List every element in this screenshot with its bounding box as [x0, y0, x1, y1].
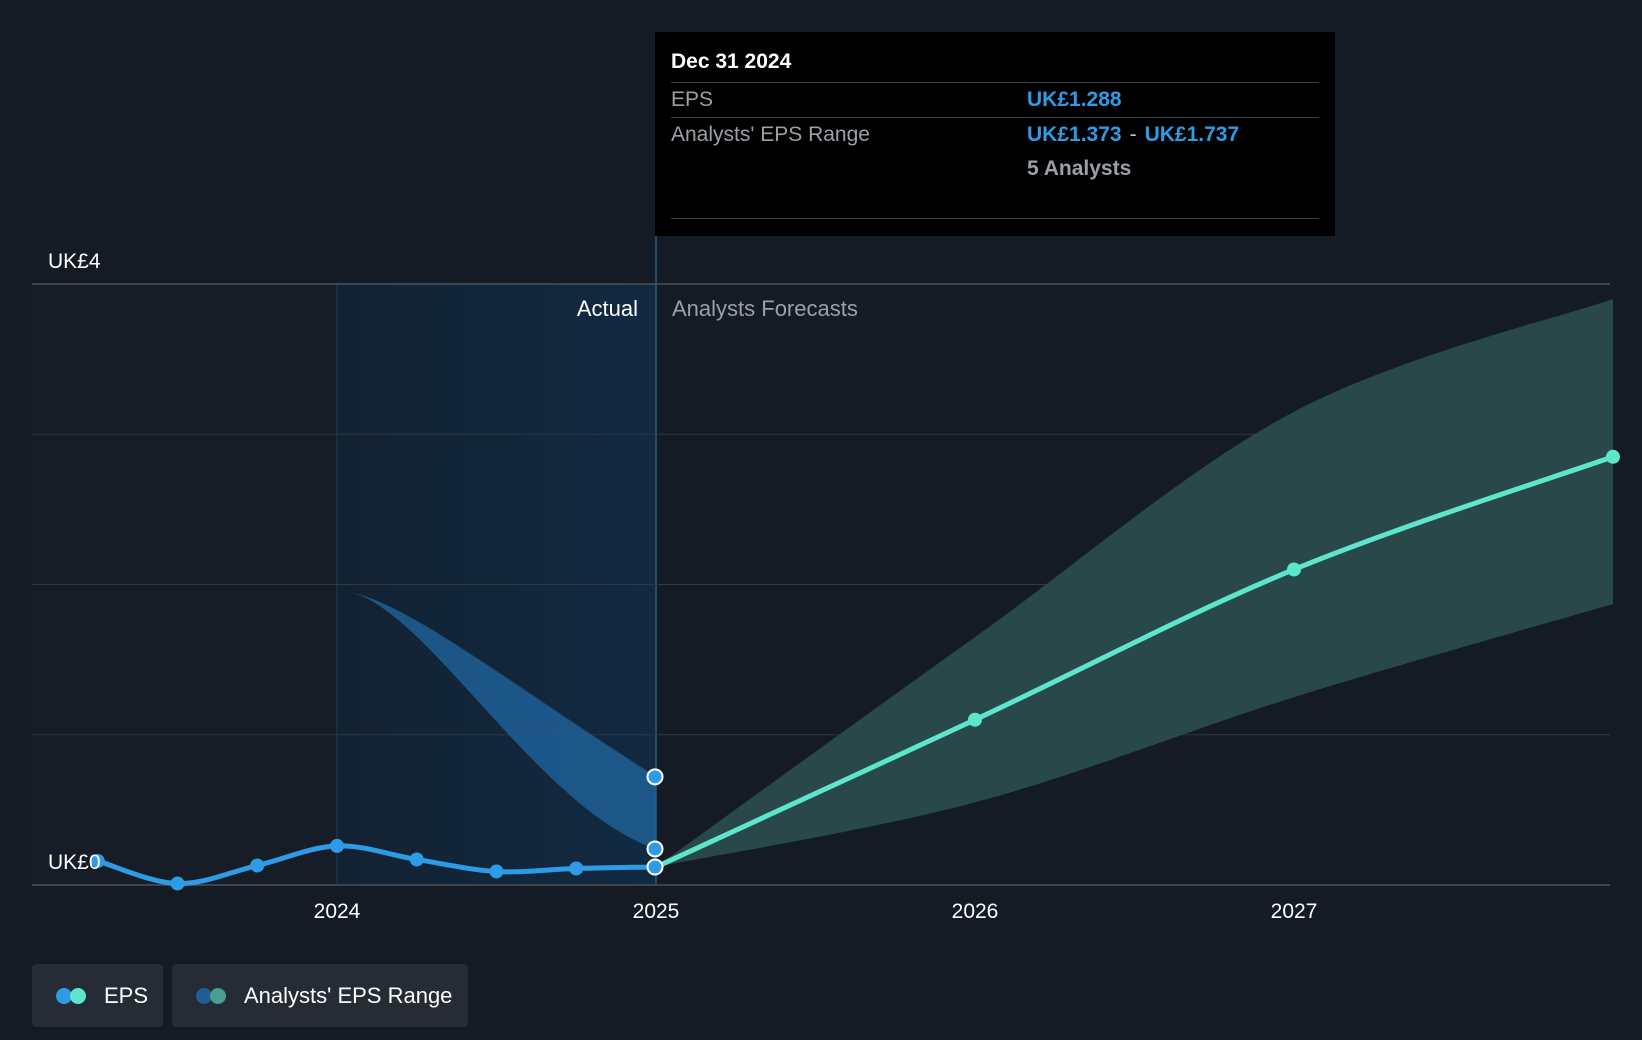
eps-point-actual-5 [489, 864, 504, 879]
tooltip-range-row: Analysts' EPS Range UK£1.373- UK£1.737 [671, 118, 1319, 152]
eps-point-actual-6 [569, 861, 584, 876]
legend-range-label: Analysts' EPS Range [244, 982, 453, 1008]
eps-line-forecast [653, 454, 1616, 870]
eps-point-actual-2 [250, 858, 265, 873]
highlight-marker-1 [646, 840, 664, 858]
tooltip-analysts-row: 5 Analysts [671, 152, 1319, 186]
legend-eps-swatch [56, 987, 90, 1004]
tooltip-range-high: UK£1.737 [1144, 123, 1240, 146]
y-axis-label-min: UK£0 [48, 851, 101, 874]
tooltip-eps-row: EPS UK£1.288 [671, 83, 1319, 118]
highlight-marker-2 [646, 858, 664, 876]
tooltip-range-separator: - [1129, 123, 1137, 146]
tooltip-analysts-count: 5 Analysts [1027, 157, 1132, 180]
y-axis-label-max: UK£4 [48, 250, 101, 273]
legend-range-dot-forecast [210, 987, 226, 1004]
legend-eps-label: EPS [104, 982, 149, 1008]
legend-range-dot-past [196, 987, 212, 1004]
eps-point-actual-1 [170, 876, 185, 891]
forecast-region-label: Analysts Forecasts [672, 296, 858, 321]
legend-eps-dot-forecast [70, 987, 86, 1004]
x-tick-2027: 2027 [1271, 900, 1318, 923]
legend-eps[interactable]: EPS [32, 964, 163, 1027]
eps-point-actual-4 [409, 852, 424, 867]
x-tick-2026: 2026 [952, 900, 999, 923]
tooltip-divider [671, 218, 1319, 219]
eps-point-actual-3 [330, 838, 344, 853]
actual-region-label: Actual [577, 296, 638, 321]
analyst-range-forecast-area [656, 299, 1613, 867]
tooltip-eps-label: EPS [671, 88, 714, 111]
tooltip-range-label: Analysts' EPS Range [671, 123, 870, 146]
highlight-marker-0 [646, 768, 664, 786]
legend-eps-dot-actual [56, 987, 72, 1004]
eps-point-forecast-1 [968, 712, 982, 727]
legend-analysts-range[interactable]: Analysts' EPS Range [172, 964, 468, 1027]
eps-point-forecast-3 [1606, 449, 1620, 464]
legend-range-swatch [196, 987, 230, 1004]
analyst-range-past-area [343, 590, 656, 849]
tooltip-eps-value: UK£1.288 [1027, 88, 1122, 111]
eps-point-forecast-2 [1287, 562, 1301, 577]
x-tick-2024: 2024 [314, 900, 361, 923]
tooltip-range-values: UK£1.373- UK£1.737 [1027, 118, 1239, 152]
eps-point-actual-0 [90, 853, 105, 868]
tooltip-date: Dec 31 2024 [671, 46, 1319, 83]
x-tick-2025: 2025 [633, 900, 680, 923]
tooltip-range-low: UK£1.373 [1027, 123, 1122, 146]
chart-tooltip: Dec 31 2024 EPS UK£1.288 Analysts' EPS R… [655, 32, 1335, 236]
